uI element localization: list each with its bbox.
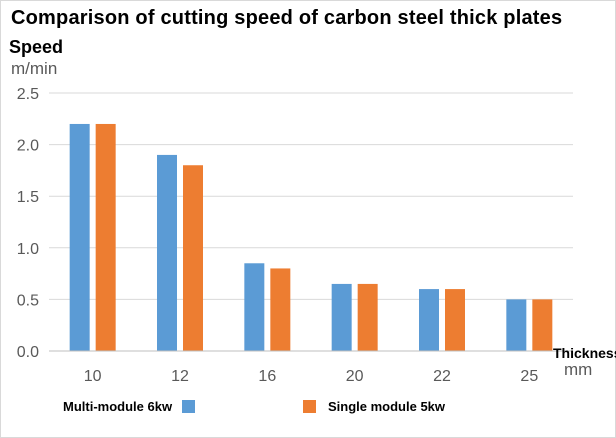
bar bbox=[183, 165, 203, 351]
x-tick-label: 16 bbox=[258, 368, 276, 385]
bar bbox=[532, 299, 553, 351]
legend-item-series-1: Multi-module 6kw bbox=[63, 399, 196, 414]
bar bbox=[331, 283, 352, 351]
y-tick-label: 1.0 bbox=[17, 241, 39, 258]
x-tick-label: 25 bbox=[520, 368, 538, 385]
bar bbox=[445, 289, 465, 351]
x-tick-label: 12 bbox=[171, 368, 189, 385]
x-tick-label: 10 bbox=[84, 368, 102, 385]
y-tick-label: 0.0 bbox=[17, 344, 39, 361]
y-tick-label: 1.5 bbox=[17, 189, 39, 206]
y-tick-label: 2.5 bbox=[17, 86, 39, 103]
x-axis-label: Thickness bbox=[553, 345, 616, 361]
legend-swatch-series-1 bbox=[182, 400, 196, 413]
legend-label-series-1: Multi-module 6kw bbox=[63, 399, 173, 414]
x-tick-label: 22 bbox=[433, 368, 451, 385]
x-tick-label: 20 bbox=[346, 368, 364, 385]
legend-item-series-2: Single module 5kw bbox=[303, 399, 445, 414]
bar bbox=[69, 123, 90, 352]
chart-title: Comparison of cutting speed of carbon st… bbox=[11, 7, 563, 29]
bar bbox=[357, 283, 378, 351]
legend-label-series-2: Single module 5kw bbox=[328, 399, 446, 414]
bar bbox=[419, 289, 439, 351]
y-axis-label: Speed bbox=[9, 37, 64, 57]
y-tick-label: 2.0 bbox=[17, 138, 39, 155]
legend-swatch-series-2 bbox=[303, 400, 316, 413]
legend: Multi-module 6kw Single module 5kw bbox=[1, 397, 615, 419]
bar bbox=[244, 263, 265, 351]
y-tick-label: 0.5 bbox=[17, 292, 39, 309]
bar bbox=[270, 268, 291, 351]
bar bbox=[95, 123, 116, 352]
x-axis-unit: mm bbox=[564, 360, 593, 379]
bar bbox=[157, 154, 177, 351]
y-axis-unit: m/min bbox=[11, 59, 58, 78]
bar bbox=[506, 299, 527, 351]
